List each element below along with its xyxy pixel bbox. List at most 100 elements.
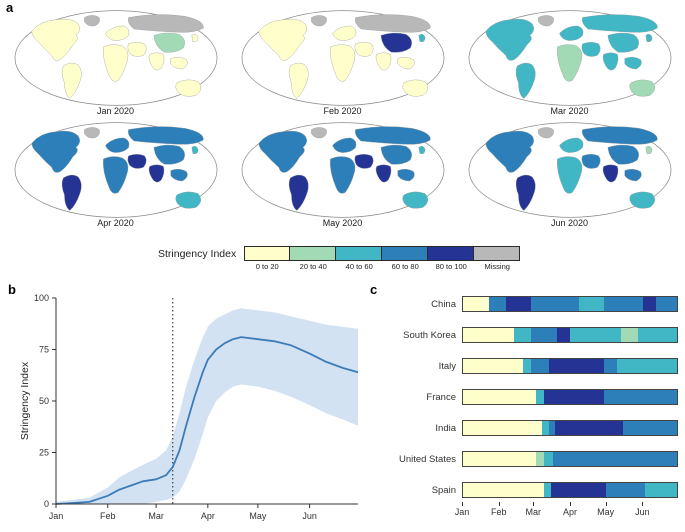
region-southeast-asia xyxy=(170,57,188,70)
map-month-label: Feb 2020 xyxy=(323,106,362,116)
region-south-america xyxy=(61,62,82,99)
c-axis-tick-label: Jan xyxy=(454,507,470,517)
region-australia xyxy=(175,191,201,209)
stringency-segment-80_100 xyxy=(544,390,605,404)
region-north-america xyxy=(485,18,534,61)
legend-swatch xyxy=(244,246,291,261)
region-australia xyxy=(175,79,201,97)
y-tick-label: 25 xyxy=(39,448,49,458)
panel-b-label: b xyxy=(8,282,16,297)
c-axis-tick xyxy=(570,502,571,506)
stringency-segment-60_80 xyxy=(531,328,558,342)
legend-label: 60 to 80 xyxy=(391,262,419,271)
stringency-segment-20_40 xyxy=(621,328,639,342)
region-india xyxy=(602,52,618,71)
country-label: Spain xyxy=(431,484,456,496)
stringency-segment-40_60 xyxy=(617,359,677,373)
region-china xyxy=(153,144,185,165)
stringency-segment-80_100 xyxy=(505,297,532,311)
stringency-segment-40_60 xyxy=(638,328,677,342)
stringency-segment-60_80 xyxy=(488,297,506,311)
stringency-segment-0_20 xyxy=(463,359,523,373)
region-south-america xyxy=(288,174,309,211)
y-tick-label: 75 xyxy=(39,345,49,355)
stringency-segment-40_60 xyxy=(542,421,549,435)
region-greenland xyxy=(83,15,100,27)
world-map-jun-2020 xyxy=(468,122,671,218)
map-month-label: Mar 2020 xyxy=(550,106,589,116)
region-europe xyxy=(104,137,129,153)
legend-title: Stringency Index xyxy=(158,248,237,260)
region-south-america xyxy=(515,174,536,211)
legend-label: 80 to 100 xyxy=(435,262,467,271)
region-russia xyxy=(581,14,658,33)
country-label: China xyxy=(431,298,456,310)
region-south-america xyxy=(288,62,309,99)
region-middle-east xyxy=(354,42,373,57)
c-axis-wrap: Jan Feb Mar Apr May Jun xyxy=(455,502,682,520)
region-russia xyxy=(354,126,431,145)
country-stringency-bar xyxy=(462,358,678,374)
region-japan xyxy=(191,34,198,43)
country-row-south-korea: South Korea xyxy=(372,327,682,343)
c-axis-tick-label: Mar xyxy=(525,507,542,517)
region-north-america xyxy=(31,18,80,61)
country-stringency-bar xyxy=(462,296,678,312)
legend-swatch xyxy=(381,246,429,261)
legend-label: 20 to 40 xyxy=(299,262,327,271)
x-tick-label: Feb xyxy=(100,511,116,521)
region-india xyxy=(148,52,164,71)
region-africa xyxy=(329,44,355,82)
y-tick-label: 50 xyxy=(39,396,49,406)
legend-label: 0 to 20 xyxy=(255,262,279,271)
region-europe xyxy=(331,137,356,153)
region-north-america xyxy=(258,130,307,173)
stringency-segment-80_100 xyxy=(557,328,570,342)
region-southeast-asia xyxy=(624,169,642,182)
stringency-segment-60_80 xyxy=(548,421,555,435)
stringency-segment-40_60 xyxy=(644,483,677,497)
stringency-segment-0_20 xyxy=(463,390,536,404)
region-greenland xyxy=(537,127,554,139)
legend-entry-80-to-100: 80 to 100 xyxy=(427,246,475,271)
region-europe xyxy=(104,25,129,41)
stringency-segment-20_40 xyxy=(535,452,545,466)
region-china xyxy=(607,32,639,53)
region-north-america xyxy=(258,18,307,61)
region-europe xyxy=(558,25,583,41)
region-china xyxy=(380,144,412,165)
country-row-united-states: United States xyxy=(372,451,682,467)
stringency-segment-0_20 xyxy=(463,297,489,311)
y-tick-label: 0 xyxy=(44,499,49,509)
country-rows: China South Korea Italy France India United S… xyxy=(372,296,682,498)
stringency-segment-0_20 xyxy=(463,328,515,342)
region-japan xyxy=(645,34,652,43)
region-greenland xyxy=(537,15,554,27)
region-australia xyxy=(402,191,428,209)
stringency-segment-40_60 xyxy=(522,359,532,373)
region-middle-east xyxy=(354,154,373,169)
stringency-segment-0_20 xyxy=(463,452,536,466)
c-axis-tick-label: May xyxy=(597,507,615,517)
map-cell-apr-2020: Apr 2020 xyxy=(2,120,229,228)
country-label: India xyxy=(435,422,456,434)
mean-stringency-line xyxy=(55,336,359,505)
region-africa xyxy=(556,44,582,82)
stringency-segment-0_20 xyxy=(463,421,543,435)
x-tick-label: Apr xyxy=(201,511,215,521)
region-north-america xyxy=(31,130,80,173)
country-row-italy: Italy xyxy=(372,358,682,374)
map-cell-may-2020: May 2020 xyxy=(229,120,456,228)
stringency-segment-60_80 xyxy=(623,421,677,435)
legend-swatch xyxy=(289,246,337,261)
country-row-spain: Spain xyxy=(372,482,682,498)
c-axis-tick xyxy=(498,502,500,506)
region-japan xyxy=(418,34,425,43)
region-japan xyxy=(645,146,652,155)
panel-a-label: a xyxy=(6,0,14,15)
stringency-segment-60_80 xyxy=(604,359,618,373)
region-north-america xyxy=(485,130,534,173)
stringency-segment-60_80 xyxy=(531,297,579,311)
c-axis-tick xyxy=(533,502,535,506)
